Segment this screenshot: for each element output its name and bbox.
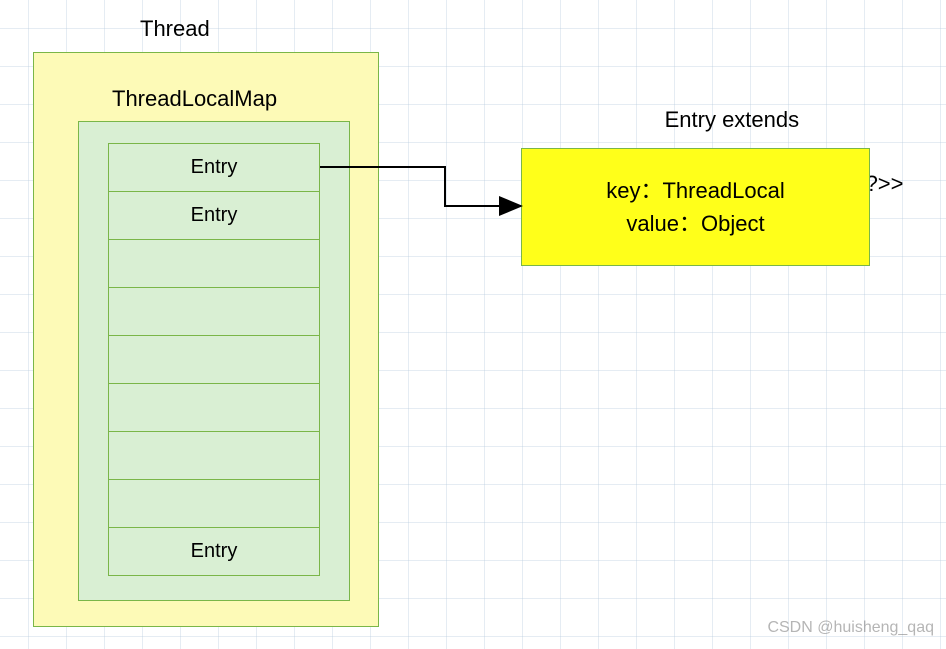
watermark: CSDN @huisheng_qaq [767, 619, 934, 637]
arrow-entry-to-detail [0, 0, 946, 649]
